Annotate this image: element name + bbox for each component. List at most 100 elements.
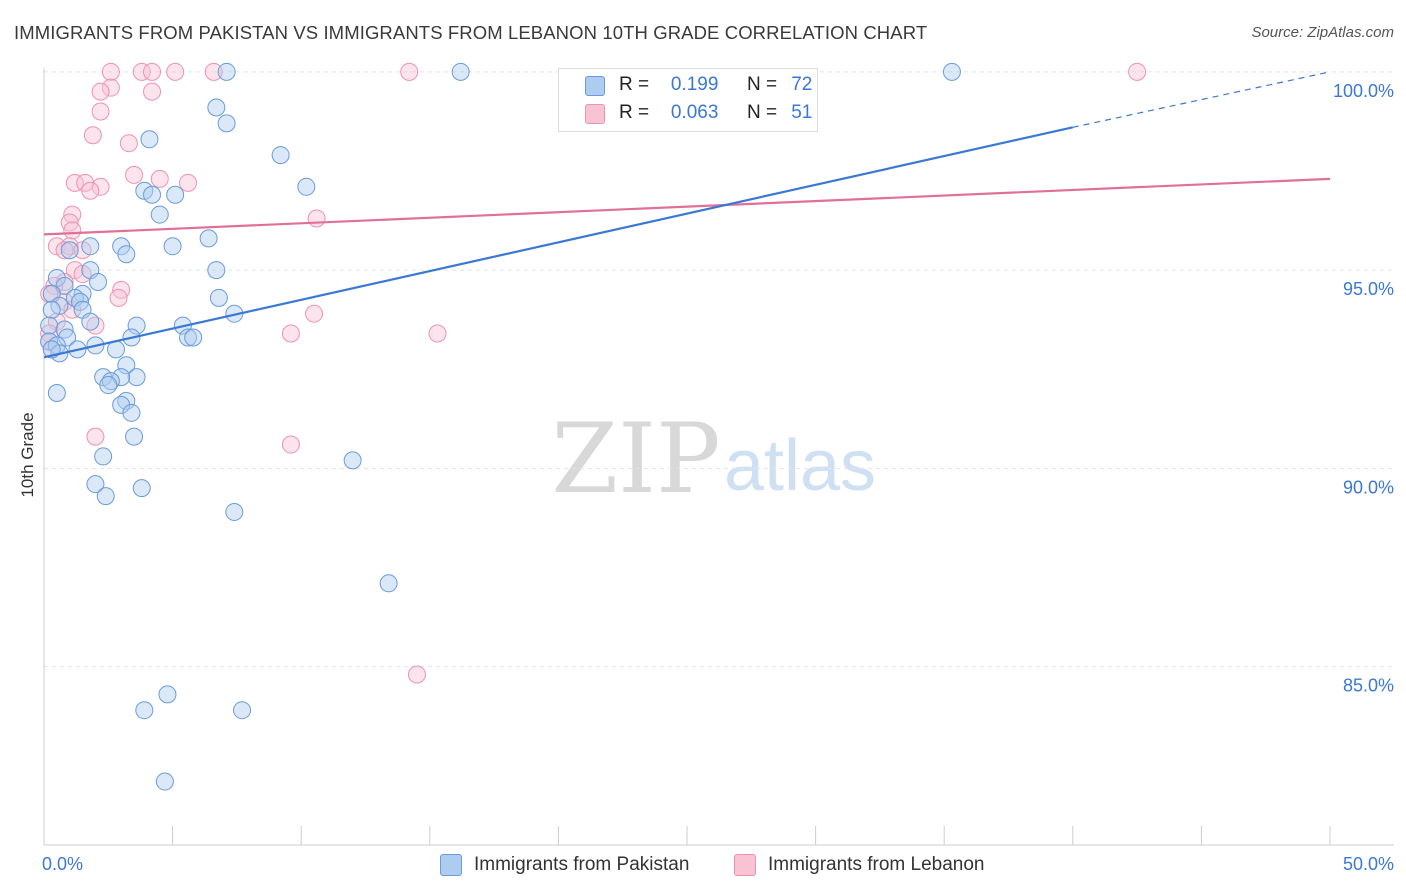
lebanon-point — [63, 221, 82, 240]
lebanon-point — [281, 435, 300, 454]
lebanon-swatch — [585, 104, 605, 124]
lebanon-point — [101, 62, 120, 81]
watermark: ZIP atlas — [551, 403, 876, 515]
x-tick-label: 50.0% — [1343, 854, 1394, 874]
lebanon-point — [204, 62, 223, 81]
lebanon-point — [305, 304, 324, 323]
n-label: N = — [746, 102, 778, 123]
lebanon-point — [428, 324, 447, 343]
lebanon-swatch — [734, 854, 756, 876]
pakistan-point — [297, 177, 316, 196]
lebanon-point — [150, 169, 169, 188]
r-label: R = — [619, 74, 650, 95]
pakistan-point — [81, 312, 100, 331]
pakistan-point — [343, 451, 362, 470]
pakistan-swatch — [440, 854, 462, 876]
pakistan-point — [225, 502, 244, 521]
correlation-legend: R = 0.199 N = 72 R = 0.063 N = 51 — [558, 68, 818, 132]
pakistan-point — [117, 245, 136, 264]
pakistan-r-value: 0.199 — [670, 74, 719, 95]
lebanon-point — [109, 288, 128, 307]
pakistan-point — [94, 447, 113, 466]
pakistan-point — [47, 383, 66, 402]
pakistan-point — [158, 685, 177, 704]
pakistan-point — [127, 316, 146, 335]
pakistan-point — [271, 146, 290, 165]
pakistan-point — [55, 276, 74, 295]
pakistan-n-value: 72 — [791, 74, 813, 95]
lebanon-point — [83, 126, 102, 145]
gridlines — [44, 71, 1394, 668]
axes — [43, 68, 1394, 846]
lebanon-point — [143, 62, 162, 81]
legend-text-lebanon: R = 0.063 N = 51 — [619, 102, 812, 124]
x-tick-label: 0.0% — [42, 854, 83, 874]
lebanon-point — [91, 102, 110, 121]
pakistan-point — [86, 475, 105, 494]
pakistan-point — [42, 300, 61, 319]
watermark-atlas: atlas — [724, 426, 876, 506]
lebanon-point — [281, 324, 300, 343]
pakistan-point — [209, 288, 228, 307]
bottom-legend-lebanon: Immigrants from Lebanon — [734, 852, 985, 878]
watermark-zip: ZIP — [551, 403, 720, 515]
pakistan-swatch — [585, 76, 605, 96]
pakistan-point — [122, 403, 141, 422]
pakistan-trend-line — [43, 126, 1074, 359]
pakistan-point — [81, 237, 100, 256]
pakistan-point — [150, 205, 169, 224]
lebanon-point — [166, 62, 185, 81]
pakistan-point — [143, 185, 162, 204]
lebanon-point — [91, 177, 110, 196]
y-tick-label: 85.0% — [1343, 676, 1394, 696]
pakistan-point — [135, 701, 154, 720]
lebanon-r-value: 0.063 — [670, 102, 719, 123]
pakistan-point — [166, 185, 185, 204]
pakistan-series-name: Immigrants from Pakistan — [474, 854, 690, 875]
pakistan-point — [379, 574, 398, 593]
y-tick-label: 90.0% — [1343, 477, 1394, 497]
source-credit: Source: ZipAtlas.com — [1251, 24, 1394, 41]
legend-text-pakistan: R = 0.199 N = 72 — [619, 74, 812, 96]
lebanon-point — [307, 209, 326, 228]
pakistan-point — [207, 98, 226, 117]
pakistan-point — [112, 368, 131, 387]
lebanon-point — [91, 82, 110, 101]
pakistan-point — [184, 328, 203, 347]
pakistan-point — [233, 701, 252, 720]
chart-title: IMMIGRANTS FROM PAKISTAN VS IMMIGRANTS F… — [14, 22, 928, 43]
tick-labels: 85.0% 90.0% 95.0% 100.0% 0.0% 50.0% — [42, 81, 1394, 874]
pakistan-points — [40, 62, 961, 791]
lebanon-point — [86, 427, 105, 446]
lebanon-point — [179, 173, 198, 192]
lebanon-points — [40, 62, 1147, 684]
pakistan-point — [60, 241, 79, 260]
lebanon-point — [55, 241, 74, 260]
lebanon-point — [132, 62, 151, 81]
pakistan-trend-extension — [1072, 71, 1331, 128]
pakistan-point — [117, 356, 136, 375]
lebanon-trend-line — [43, 177, 1331, 236]
y-tick-label: 100.0% — [1333, 81, 1394, 101]
pakistan-point — [40, 316, 59, 335]
r-label: R = — [619, 102, 650, 123]
lebanon-point — [119, 134, 138, 153]
pakistan-point — [96, 487, 115, 506]
y-tick-label: 95.0% — [1343, 279, 1394, 299]
bottom-legend-pakistan: Immigrants from Pakistan — [440, 852, 689, 878]
pakistan-point — [99, 376, 118, 395]
lebanon-n-value: 51 — [791, 102, 813, 123]
pakistan-point — [127, 368, 146, 387]
pakistan-point — [207, 261, 226, 280]
pakistan-point — [132, 479, 151, 498]
lebanon-point — [143, 82, 162, 101]
lebanon-series-name: Immigrants from Lebanon — [768, 854, 985, 875]
pakistan-point — [125, 427, 144, 446]
pakistan-point — [163, 237, 182, 256]
lebanon-point — [81, 181, 100, 200]
pakistan-point — [155, 772, 174, 791]
pakistan-point — [451, 62, 470, 81]
lebanon-point — [65, 173, 84, 192]
lebanon-point — [400, 62, 419, 81]
